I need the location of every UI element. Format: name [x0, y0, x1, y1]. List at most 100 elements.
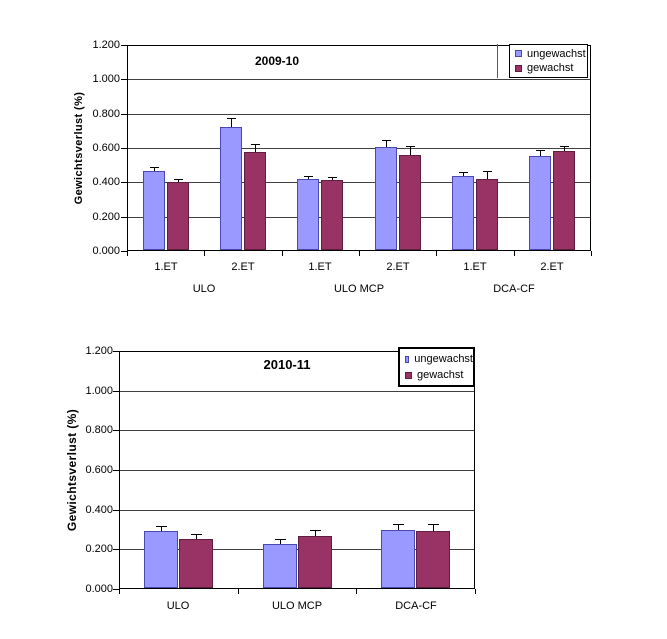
x-axis-tick: [127, 251, 128, 256]
x-axis-tick: [359, 251, 360, 256]
error-bar-ungewachst: [398, 524, 399, 530]
error-bar-ungewachst: [231, 118, 232, 127]
error-bar-ungewachst: [463, 172, 464, 176]
error-bar-cap-ungewachst: [304, 176, 313, 177]
y-gridline: [128, 148, 590, 149]
x-axis-category-label: DCA-CF: [395, 600, 437, 612]
y-axis-tick-label: 0.800: [92, 108, 120, 120]
ungewachst-swatch-icon: [515, 50, 522, 58]
x-axis-tick: [591, 251, 592, 256]
legend: ungewachst gewachst: [509, 44, 588, 78]
x-axis-tick: [436, 251, 437, 256]
x-axis-category-label: ULO MCP: [271, 600, 323, 612]
y-gridline: [120, 549, 474, 550]
y-axis-tick-label: 0.600: [92, 142, 120, 154]
error-bar-gewachst: [315, 530, 316, 536]
error-bar-cap-ungewachst: [227, 118, 236, 119]
x-axis-tick: [238, 589, 239, 594]
x-axis-category-label: 2.ET: [386, 261, 410, 273]
error-bar-cap-ungewachst: [275, 539, 286, 540]
chart-title: 2009-10: [254, 54, 300, 68]
bar-ungewachst-1.ET: [452, 176, 474, 250]
error-bar-gewachst: [255, 144, 256, 152]
error-bar-cap-gewachst: [328, 177, 337, 178]
error-bar-cap-gewachst: [428, 524, 439, 525]
bar-ungewachst-2.ET: [220, 127, 242, 250]
bar-ungewachst-2.ET: [375, 147, 397, 250]
gewachst-swatch-icon: [405, 371, 412, 379]
y-gridline: [120, 470, 474, 471]
y-axis-tick: [121, 114, 127, 115]
error-bar-ungewachst: [386, 140, 387, 147]
legend-side-line: [497, 44, 498, 78]
x-axis-tick: [282, 251, 283, 256]
error-bar-cap-ungewachst: [156, 526, 167, 527]
y-gridline: [128, 79, 590, 80]
error-bar-gewachst: [332, 177, 333, 180]
bar-gewachst-2.ET: [244, 152, 266, 250]
bar-gewachst-2.ET: [399, 155, 421, 250]
error-bar-gewachst: [196, 534, 197, 539]
error-bar-cap-gewachst: [560, 146, 569, 147]
y-gridline: [120, 430, 474, 431]
ungewachst-swatch-icon: [405, 355, 410, 363]
y-axis-tick-label: 0.000: [85, 583, 113, 595]
y-axis-tick: [113, 430, 119, 431]
error-bar-ungewachst: [161, 526, 162, 531]
y-axis-tick: [113, 391, 119, 392]
error-bar-ungewachst: [540, 150, 541, 156]
x-axis-group-label: ULO MCP: [333, 283, 385, 295]
x-axis-tick: [119, 589, 120, 594]
error-bar-cap-ungewachst: [150, 167, 159, 168]
y-axis-tick-label: 0.400: [92, 176, 120, 188]
y-gridline: [128, 114, 590, 115]
legend-item-ungewachst: ungewachst: [515, 48, 587, 60]
y-axis-tick-label: 1.200: [92, 39, 120, 51]
error-bar-gewachst: [564, 146, 565, 151]
error-bar-cap-ungewachst: [393, 524, 404, 525]
error-bar-ungewachst: [308, 176, 309, 179]
bar-ungewachst-DCA-CF: [381, 530, 415, 588]
error-bar-cap-ungewachst: [459, 172, 468, 173]
legend-item-gewachst: gewachst: [515, 62, 587, 74]
y-axis-tick: [121, 148, 127, 149]
gewachst-swatch-icon: [515, 64, 522, 72]
y-axis-tick-label: 1.000: [85, 385, 113, 397]
y-axis-tick: [121, 217, 127, 218]
legend-label-gewachst: gewachst: [527, 62, 574, 75]
x-axis-category-label: 1.ET: [154, 261, 178, 273]
x-axis-category-label: 2.ET: [231, 261, 255, 273]
y-axis-tick: [113, 351, 119, 352]
bar-gewachst-ULO: [179, 539, 213, 588]
error-bar-cap-gewachst: [483, 171, 492, 172]
error-bar-cap-ungewachst: [536, 150, 545, 151]
legend-label-ungewachst: ungewachst: [414, 353, 473, 365]
legend-label-ungewachst: ungewachst: [527, 47, 586, 60]
error-bar-cap-gewachst: [406, 146, 415, 147]
y-axis-tick: [113, 589, 119, 590]
x-axis-category-label: 2.ET: [540, 261, 564, 273]
y-axis-tick-label: 0.000: [92, 245, 120, 257]
y-gridline: [120, 391, 474, 392]
error-bar-cap-gewachst: [191, 534, 202, 535]
error-bar-cap-gewachst: [251, 144, 260, 145]
error-bar-gewachst: [487, 171, 488, 179]
legend: ungewachst gewachst: [398, 347, 475, 387]
bar-gewachst-DCA-CF: [416, 531, 450, 588]
chart-title: 2010-11: [263, 357, 311, 372]
error-bar-ungewachst: [280, 539, 281, 544]
bar-gewachst-1.ET: [476, 179, 498, 250]
error-bar-cap-gewachst: [174, 179, 183, 180]
bar-gewachst-ULO-MCP: [298, 536, 332, 588]
y-axis-tick: [121, 79, 127, 80]
bar-ungewachst-ULO-MCP: [263, 544, 297, 588]
y-axis-tick-label: 0.200: [92, 211, 120, 223]
legend-item-ungewachst: ungewachst: [405, 353, 473, 365]
x-axis-tick: [475, 589, 476, 594]
y-axis-tick-label: 0.400: [85, 504, 113, 516]
y-axis-tick: [113, 549, 119, 550]
error-bar-cap-ungewachst: [382, 140, 391, 141]
y-axis-tick: [121, 182, 127, 183]
